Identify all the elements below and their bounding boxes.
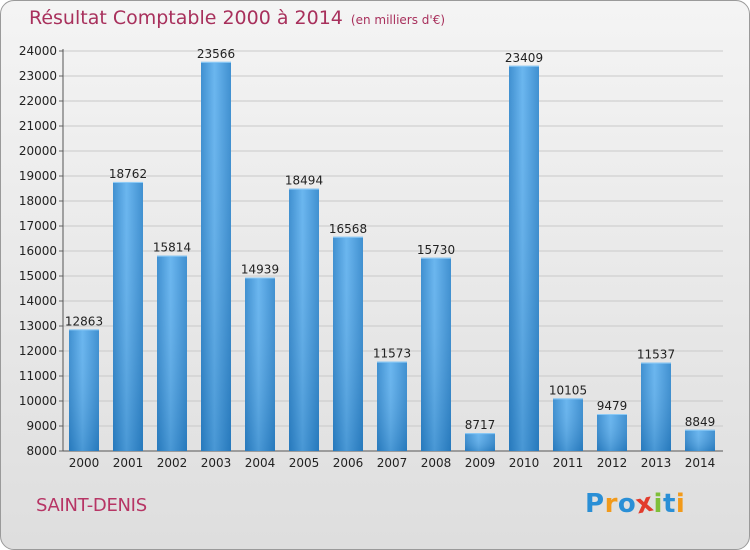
y-tick-label: 18000 <box>19 194 57 208</box>
bar-shade <box>465 433 495 451</box>
y-tick-label: 17000 <box>19 219 57 233</box>
logo-letter: i <box>653 489 663 519</box>
y-tick-label: 23000 <box>19 69 57 83</box>
logo-letter: o <box>617 489 637 519</box>
y-tick-label: 16000 <box>19 244 57 258</box>
x-tick-label: 2011 <box>553 456 584 470</box>
x-tick-label: 2001 <box>113 456 144 470</box>
x-tick-label: 2008 <box>421 456 452 470</box>
bar-shade <box>553 398 583 451</box>
proxiti-logo: Proxiti <box>585 488 686 521</box>
bar-shade <box>509 65 539 452</box>
x-tick-label: 2014 <box>685 456 716 470</box>
bar-shade <box>157 255 187 451</box>
y-tick-label: 8000 <box>26 444 57 458</box>
x-tick-label: 2013 <box>641 456 672 470</box>
x-tick-label: 2012 <box>597 456 628 470</box>
bar-value-label: 8717 <box>465 418 496 432</box>
bar-value-label: 11537 <box>637 348 675 362</box>
y-tick-label: 13000 <box>19 319 57 333</box>
bar-value-label: 9479 <box>597 399 628 413</box>
bar-value-label: 16568 <box>329 222 367 236</box>
commune-name: SAINT-DENIS <box>36 495 147 516</box>
bar-value-label: 23409 <box>505 51 543 65</box>
y-tick-label: 20000 <box>19 144 57 158</box>
bar-value-label: 15814 <box>153 241 191 255</box>
y-tick-label: 24000 <box>19 44 57 58</box>
bar-shade <box>333 236 363 451</box>
bar-shade <box>421 257 451 451</box>
bar-shade <box>377 361 407 451</box>
bar-value-label: 23566 <box>197 47 235 61</box>
logo-letter: P <box>585 489 605 519</box>
bar-value-label: 11573 <box>373 347 411 361</box>
y-tick-label: 15000 <box>19 269 57 283</box>
bar-shade <box>113 181 143 451</box>
logo-letter: i <box>675 489 686 519</box>
bar-value-label: 18494 <box>285 174 323 188</box>
bar-value-label: 18762 <box>109 167 147 181</box>
logo-letter: t <box>662 489 676 519</box>
bar-shade <box>641 362 671 451</box>
bar-shade <box>289 188 319 451</box>
bar-value-label: 14939 <box>241 263 279 277</box>
y-tick-label: 11000 <box>19 369 57 383</box>
x-tick-label: 2005 <box>289 456 320 470</box>
y-tick-label: 21000 <box>19 119 57 133</box>
x-tick-label: 2002 <box>157 456 188 470</box>
x-tick-label: 2003 <box>201 456 232 470</box>
y-tick-label: 22000 <box>19 94 57 108</box>
x-tick-label: 2010 <box>509 456 540 470</box>
x-tick-label: 2007 <box>377 456 408 470</box>
bar-value-label: 15730 <box>417 243 455 257</box>
y-tick-label: 12000 <box>19 344 57 358</box>
bar-shade <box>69 329 99 451</box>
logo-letter: r <box>604 489 618 519</box>
bar-shade <box>597 414 627 451</box>
bar-value-label: 10105 <box>549 383 587 397</box>
chart-title: Résultat Comptable 2000 à 2014 (en millie… <box>29 7 445 29</box>
x-tick-label: 2000 <box>69 456 100 470</box>
bar-shade <box>685 429 715 451</box>
x-tick-label: 2004 <box>245 456 276 470</box>
bar-shade <box>245 277 275 451</box>
chart-title-text: Résultat Comptable 2000 à 2014 <box>29 7 343 29</box>
y-tick-label: 14000 <box>19 294 57 308</box>
bar-shade <box>201 61 231 451</box>
bar-value-label: 8849 <box>685 415 716 429</box>
bar-value-label: 12863 <box>65 314 103 328</box>
y-tick-label: 19000 <box>19 169 57 183</box>
x-tick-label: 2006 <box>333 456 364 470</box>
y-tick-label: 9000 <box>26 419 57 433</box>
chart-unit: (en milliers d'€) <box>350 13 446 27</box>
y-tick-label: 10000 <box>19 394 57 408</box>
x-tick-label: 2009 <box>465 456 496 470</box>
